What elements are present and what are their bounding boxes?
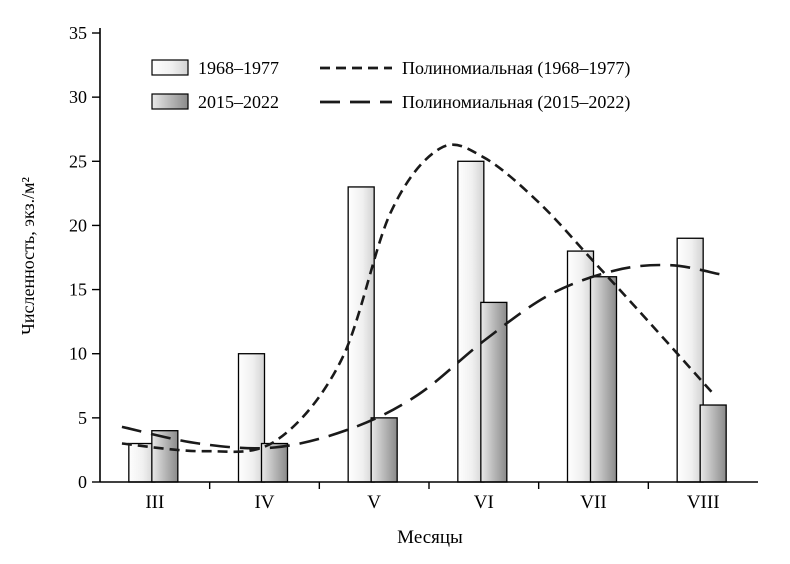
legend-label-trend: Полиномиальная (2015–2022) — [402, 92, 630, 113]
trend-line-2 — [121, 263, 720, 450]
x-tick-label: V — [367, 492, 381, 513]
x-tick-label: IV — [254, 492, 274, 513]
y-tick-label: 30 — [69, 87, 87, 107]
y-tick-label: 25 — [69, 151, 87, 171]
x-tick-label: VI — [474, 492, 494, 513]
y-tick-label: 35 — [69, 23, 87, 43]
legend-label-trend: Полиномиальная (1968–1977) — [402, 58, 630, 79]
bar-1968–1977-IV — [237, 353, 266, 483]
legend-label-series: 2015–2022 — [198, 92, 279, 112]
y-tick-label: 0 — [78, 472, 87, 492]
bar-2015–2022-V — [370, 417, 398, 483]
x-tick-label: III — [145, 492, 164, 513]
legend-label-series: 1968–1977 — [198, 58, 279, 78]
bar-1968–1977-VIII — [676, 237, 704, 483]
y-tick-label: 5 — [78, 408, 87, 428]
bar-2015–2022-VI — [480, 301, 508, 483]
y-tick-label: 15 — [69, 280, 87, 300]
legend: 1968–1977 Полиномиальная (1968–1977) 2015–… — [151, 58, 630, 113]
bar-2015–2022-III — [151, 430, 179, 483]
x-tick-label: VII — [580, 492, 606, 513]
bar-1968–1977-VI — [457, 160, 485, 483]
x-axis-title: Месяцы — [397, 527, 463, 548]
bars-group — [128, 160, 727, 483]
bar-2015–2022-VII — [589, 276, 618, 483]
bar-1968–1977-III — [128, 442, 156, 483]
x-tick-label: VIII — [687, 492, 720, 513]
legend-swatch-1968–1977 — [151, 59, 189, 76]
bar-2015–2022-VIII — [699, 404, 727, 483]
y-axis-title: Численность, экз./м² — [18, 177, 38, 335]
y-tick-label: 10 — [69, 344, 87, 364]
bar-2015–2022-IV — [260, 442, 289, 483]
trend-line-1 — [121, 143, 716, 454]
legend-swatch-2015–2022 — [151, 93, 189, 110]
y-tick-label: 20 — [69, 215, 87, 235]
